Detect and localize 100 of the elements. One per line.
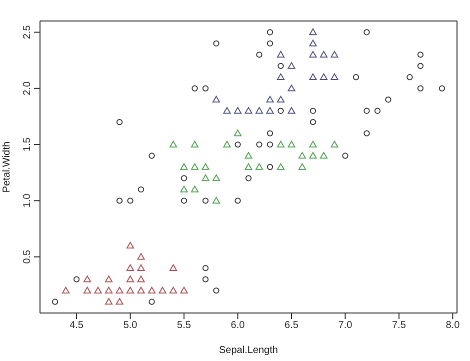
point bbox=[278, 62, 284, 70]
point bbox=[364, 108, 370, 114]
y-tick-label: 2.0 bbox=[22, 81, 33, 96]
point bbox=[212, 196, 220, 204]
point bbox=[256, 141, 262, 148]
point bbox=[276, 163, 285, 170]
point bbox=[310, 108, 316, 114]
point bbox=[180, 175, 188, 182]
x-axis-title: Sepal.Length bbox=[219, 345, 278, 356]
point bbox=[104, 286, 113, 294]
point bbox=[223, 140, 231, 148]
point bbox=[276, 96, 285, 103]
x-tick-label: 5.0 bbox=[123, 320, 138, 332]
x-tick-label: 8.0 bbox=[446, 320, 460, 332]
point bbox=[288, 84, 296, 92]
point bbox=[116, 286, 124, 294]
point bbox=[212, 96, 220, 103]
point bbox=[213, 287, 220, 294]
point bbox=[266, 107, 274, 114]
point bbox=[94, 286, 102, 294]
point bbox=[320, 73, 328, 80]
point bbox=[202, 163, 210, 170]
x-tick-label: 4.5 bbox=[70, 320, 84, 332]
point bbox=[137, 253, 145, 260]
point bbox=[190, 163, 199, 170]
point bbox=[256, 52, 262, 58]
point bbox=[202, 174, 210, 182]
point bbox=[385, 96, 392, 103]
point bbox=[180, 286, 188, 294]
y-axis-title: Petal.Width bbox=[2, 141, 13, 193]
point bbox=[298, 163, 306, 170]
point bbox=[202, 85, 209, 92]
point bbox=[52, 298, 58, 305]
point bbox=[342, 152, 348, 159]
point bbox=[266, 29, 274, 36]
point bbox=[180, 198, 188, 204]
point bbox=[309, 28, 317, 36]
point bbox=[288, 62, 296, 69]
point bbox=[158, 286, 166, 294]
point bbox=[234, 198, 241, 204]
point bbox=[137, 286, 145, 294]
point bbox=[330, 73, 338, 80]
point bbox=[126, 264, 134, 271]
point bbox=[244, 107, 252, 114]
point bbox=[364, 29, 370, 36]
point bbox=[169, 264, 178, 271]
point bbox=[278, 108, 284, 114]
point bbox=[116, 118, 123, 126]
y-tick-label: 1.0 bbox=[22, 193, 33, 208]
point bbox=[73, 276, 80, 282]
point bbox=[213, 40, 220, 47]
point bbox=[266, 40, 274, 47]
point bbox=[202, 276, 209, 282]
point bbox=[223, 107, 231, 114]
point bbox=[266, 96, 274, 103]
point bbox=[320, 152, 328, 159]
point bbox=[288, 140, 296, 148]
x-tick-label: 5.5 bbox=[177, 320, 192, 332]
point bbox=[169, 286, 178, 294]
point bbox=[364, 130, 370, 136]
x-tick-label: 6.5 bbox=[284, 320, 299, 332]
point bbox=[126, 242, 134, 249]
y-tick-label: 2.5 bbox=[22, 24, 33, 40]
point bbox=[202, 264, 209, 272]
point bbox=[116, 198, 123, 204]
point bbox=[234, 130, 242, 136]
point bbox=[352, 74, 360, 80]
point bbox=[276, 140, 285, 148]
point bbox=[190, 186, 199, 192]
point bbox=[266, 164, 274, 170]
point bbox=[148, 286, 156, 294]
point bbox=[310, 118, 316, 126]
point bbox=[83, 286, 92, 294]
point bbox=[320, 50, 328, 58]
point bbox=[245, 175, 252, 182]
point bbox=[309, 152, 317, 159]
point bbox=[244, 163, 252, 170]
point bbox=[83, 276, 92, 282]
point bbox=[126, 286, 134, 294]
point bbox=[374, 108, 381, 114]
point bbox=[180, 186, 188, 192]
point bbox=[276, 73, 285, 80]
point bbox=[148, 298, 155, 305]
point bbox=[169, 140, 178, 148]
point bbox=[255, 163, 264, 170]
point bbox=[417, 52, 424, 58]
point bbox=[138, 186, 144, 193]
point bbox=[116, 298, 124, 305]
point bbox=[202, 198, 209, 204]
x-tick-label: 7.5 bbox=[392, 320, 406, 332]
point bbox=[266, 141, 274, 148]
point bbox=[288, 107, 296, 114]
y-tick-label: 0.5 bbox=[22, 249, 33, 264]
point bbox=[126, 276, 134, 282]
point bbox=[234, 107, 242, 114]
point bbox=[190, 140, 199, 148]
point bbox=[255, 107, 264, 114]
point bbox=[266, 130, 274, 136]
point bbox=[330, 140, 338, 148]
point bbox=[438, 85, 446, 92]
